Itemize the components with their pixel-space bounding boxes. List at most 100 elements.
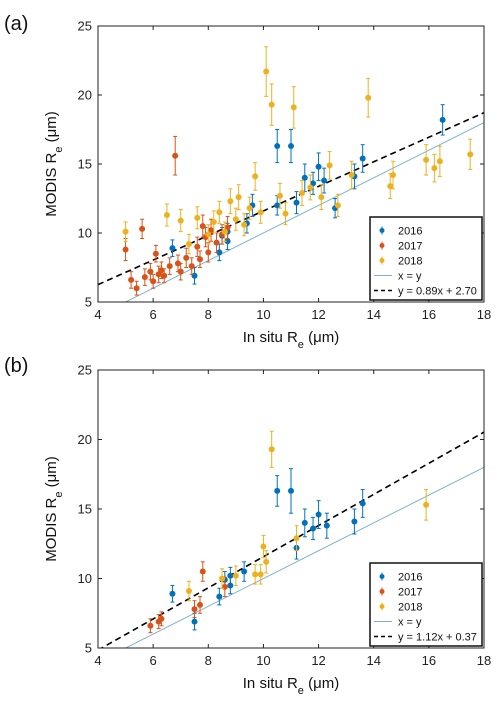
- data-point: [315, 163, 322, 170]
- data-point: [235, 194, 242, 201]
- x-tick-label: 14: [366, 653, 380, 668]
- legend-item: y = 0.89x + 2.70: [374, 286, 477, 298]
- data-point: [423, 501, 430, 508]
- legend-item: 2018: [379, 256, 422, 268]
- x-axis-label-sub: e: [298, 339, 304, 351]
- legend-item: 2016: [379, 572, 422, 584]
- data-point: [133, 285, 140, 292]
- data-point: [172, 152, 179, 159]
- data-point: [213, 239, 220, 246]
- data-point: [431, 165, 438, 172]
- x-tick-label: 4: [94, 307, 101, 322]
- data-point: [205, 231, 212, 238]
- x-tick-label: 18: [477, 653, 491, 668]
- fit-line: [98, 111, 484, 286]
- data-point: [334, 202, 341, 209]
- data-point: [232, 572, 239, 579]
- legend-box: [369, 216, 483, 301]
- data-point: [299, 189, 306, 196]
- legend-label: x = y: [398, 617, 422, 629]
- data-point: [423, 156, 430, 163]
- data-point: [216, 593, 223, 600]
- y-tick-label: 10: [78, 226, 92, 241]
- y-axis-label-sub: e: [53, 492, 65, 498]
- x-tick-label: 18: [477, 307, 491, 322]
- series-2018: [185, 430, 430, 602]
- data-point: [263, 558, 270, 565]
- series-2018: [122, 46, 474, 255]
- legend-item: x = y: [374, 271, 422, 283]
- data-point: [221, 583, 228, 590]
- data-point: [274, 202, 281, 209]
- data-point: [293, 199, 300, 206]
- x-tick-label: 16: [422, 653, 436, 668]
- data-point: [216, 209, 223, 216]
- legend-box: [369, 562, 483, 647]
- panel-label: (a): [4, 13, 28, 35]
- data-point: [191, 606, 198, 613]
- series-2017: [122, 135, 231, 296]
- x-axis-label-unit: (μm): [304, 329, 339, 346]
- data-point: [257, 571, 264, 578]
- data-point: [359, 500, 366, 507]
- data-point: [321, 177, 328, 184]
- data-point: [268, 446, 275, 453]
- data-point: [141, 274, 148, 281]
- data-point: [194, 243, 201, 250]
- data-point: [216, 249, 223, 256]
- legend-item: x = y: [374, 617, 422, 629]
- legend-label: x = y: [398, 271, 422, 283]
- data-point: [191, 618, 198, 625]
- legend-swatch-point: [379, 574, 385, 579]
- data-point: [219, 575, 226, 582]
- data-point: [185, 588, 192, 595]
- data-point: [274, 143, 281, 150]
- legend-label: 2018: [398, 602, 422, 614]
- y-axis-label: MODIS Re (μm): [43, 111, 65, 217]
- data-point: [282, 210, 289, 217]
- data-point: [276, 192, 283, 199]
- data-point: [348, 172, 355, 179]
- legend-swatch-point: [379, 604, 385, 609]
- data-point: [188, 263, 195, 270]
- fit-line: [100, 431, 484, 648]
- y-tick-label: 10: [78, 571, 92, 586]
- data-point: [227, 572, 234, 579]
- data-point: [166, 263, 173, 270]
- legend-label: 2017: [398, 587, 422, 599]
- x-axis-label: In situ Re (μm): [243, 675, 339, 697]
- legend-item: 2017: [379, 587, 422, 599]
- y-tick-label: 5: [85, 641, 92, 656]
- data-point: [139, 225, 146, 232]
- data-point: [241, 221, 248, 228]
- data-point: [307, 184, 314, 191]
- data-point: [232, 216, 239, 223]
- data-point: [169, 245, 176, 252]
- data-point: [158, 615, 165, 622]
- legend-label: 2016: [398, 572, 422, 584]
- data-point: [122, 228, 129, 235]
- data-point: [177, 217, 184, 224]
- x-tick-label: 6: [150, 653, 157, 668]
- legend-item: y = 1.12x + 0.37: [374, 632, 477, 644]
- y-axis-label-sub: e: [53, 147, 65, 153]
- data-point: [241, 568, 248, 575]
- data-point: [197, 601, 204, 608]
- x-tick-label: 12: [311, 653, 325, 668]
- data-point: [158, 267, 165, 274]
- legend-swatch-point: [379, 589, 385, 594]
- data-point: [263, 68, 270, 75]
- data-point: [301, 519, 308, 526]
- x-tick-label: 14: [366, 307, 380, 322]
- y-axis-label-main: MODIS R: [43, 497, 60, 561]
- x-axis-label-sub: e: [298, 685, 304, 697]
- x-tick-label: 6: [150, 307, 157, 322]
- legend: 2016 2017 2018 x = y y = 0.89x + 2.70: [369, 216, 483, 301]
- legend-label: y = 1.12x + 0.37: [398, 632, 477, 644]
- data-point: [301, 174, 308, 181]
- y-axis-label-unit: (μm): [43, 111, 60, 146]
- y-tick-label: 15: [78, 157, 92, 172]
